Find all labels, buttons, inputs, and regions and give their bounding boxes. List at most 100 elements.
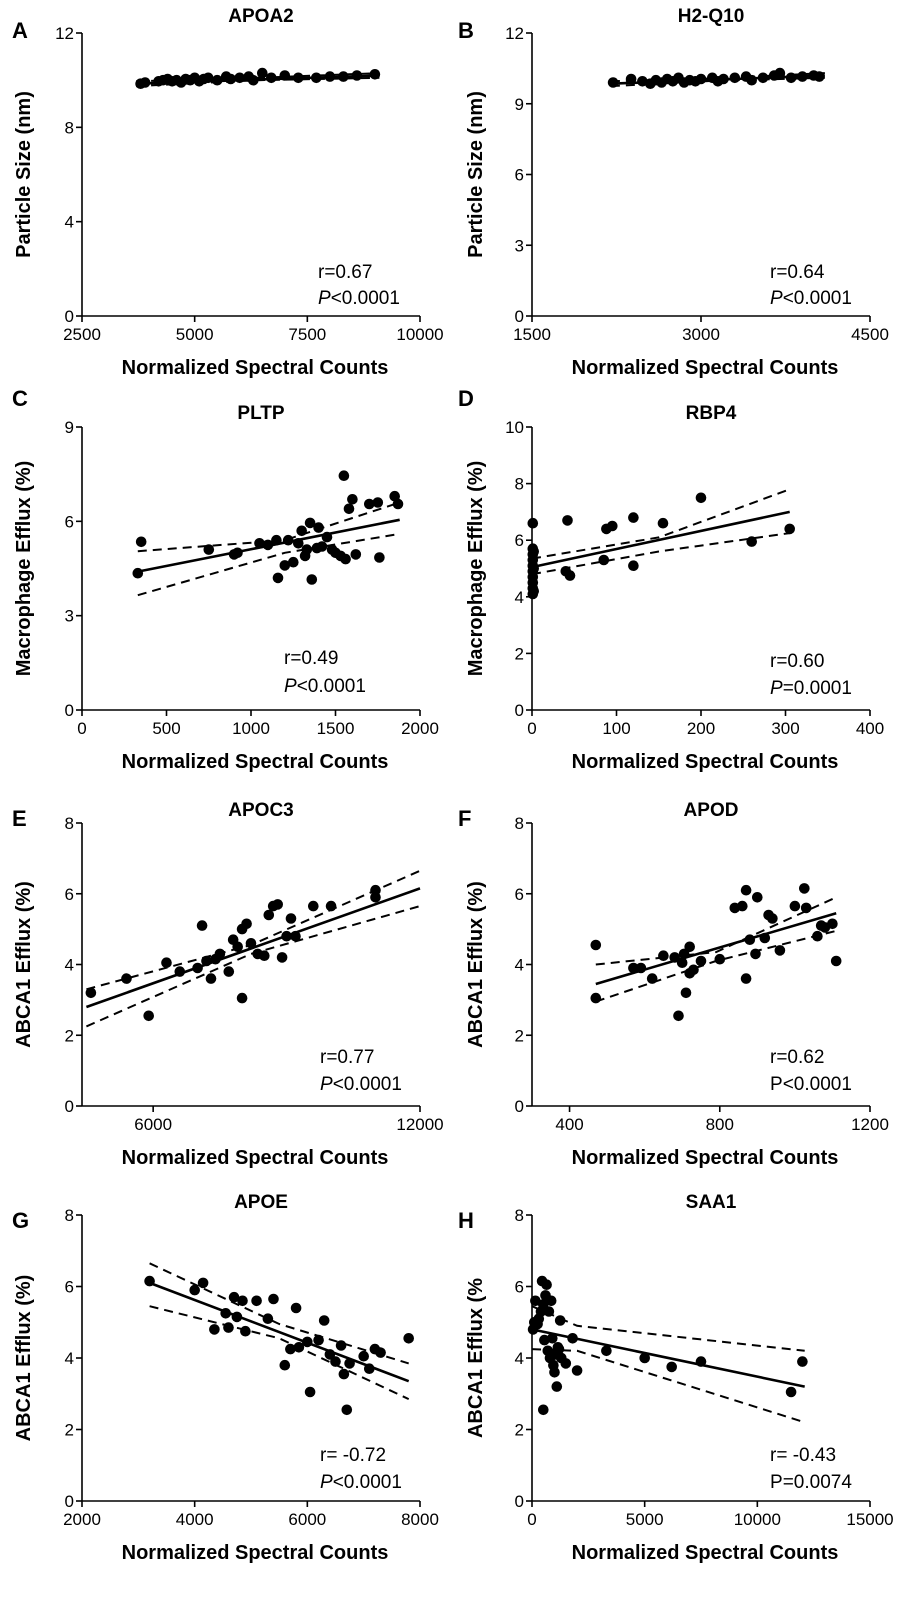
data-point [344,1358,355,1369]
data-point [639,1352,650,1364]
data-point [567,1333,578,1344]
panel-letter: A [12,18,28,43]
data-point [232,941,243,953]
data-point [554,1315,566,1326]
y-axis-label: ABCA1 Efflux (%) [13,881,35,1048]
data-point [737,900,748,912]
data-point [144,1275,155,1287]
p-value-number: <0.0001 [333,1074,402,1095]
data-point [321,531,333,543]
x-tick-label: 100 [602,719,630,738]
data-point [718,73,729,85]
y-tick-label: 8 [515,1206,524,1225]
data-point [325,900,337,912]
data-point [403,1333,415,1344]
data-point [281,930,292,942]
chart-title: H2-Q10 [678,6,745,27]
y-tick-label: 0 [65,307,74,326]
p-value-number: <0.0001 [333,1472,402,1493]
y-tick-label: 4 [65,1349,74,1368]
p-symbol: P [320,1472,333,1493]
y-tick-label: 4 [515,588,524,607]
y-tick-label: 0 [515,701,524,720]
data-point [245,938,257,949]
data-point [341,1404,353,1416]
data-point [135,536,147,548]
x-axis-label: Normalized Spectral Counts [122,1147,389,1169]
panel-g: G APOE 0 2 4 6 8 2000 4000 6000 8000 Normalized Spe… [12,1192,439,1564]
data-point [560,1358,572,1369]
chart-title: APOC3 [228,800,293,821]
data-point [228,1291,240,1303]
y-tick-label: 4 [65,956,74,975]
x-tick-label: 1500 [513,325,551,344]
x-axis-label: Normalized Spectral Counts [572,1542,839,1564]
y-tick-label: 0 [65,701,74,720]
data-point [313,522,324,533]
data-point [785,72,797,84]
data-point [543,1306,555,1317]
data-point [562,515,573,526]
data-point [338,470,350,482]
y-tick-label: 0 [515,307,524,326]
data-point [304,517,316,529]
data-point [800,902,812,914]
correlation-r: r= -0.43 [770,1445,836,1466]
data-point [85,987,97,999]
data-point [279,560,291,571]
y-tick-label: 2 [65,1026,74,1045]
data-point [372,497,384,508]
data-point [237,1295,248,1307]
panel-letter: H [458,1208,474,1233]
x-tick-label: 4500 [851,325,889,344]
data-point [549,1367,560,1378]
y-axis-label: Macrophage Efflux (%) [465,461,487,677]
data-point [553,1343,565,1355]
ci-lower-line [137,532,400,597]
y-tick-label: 3 [65,607,74,626]
data-point [814,71,825,82]
x-axis-label: Normalized Spectral Counts [572,1147,839,1169]
y-tick-label: 0 [515,1492,524,1511]
y-tick-label: 6 [65,885,74,904]
p-value: P<0.0001 [770,1074,852,1095]
data-point [750,948,761,960]
data-point [232,547,243,559]
data-point [282,534,294,546]
p-value-number: <0.0001 [783,288,852,309]
data-point [657,517,669,529]
data-point [658,950,669,961]
x-tick-label: 15000 [846,1510,893,1529]
y-tick-label: 0 [65,1492,74,1511]
y-tick-label: 8 [515,475,524,494]
x-tick-label: 0 [527,719,536,738]
x-tick-label: 12000 [396,1115,443,1134]
data-point [330,1356,341,1367]
data-point [530,1295,541,1307]
data-point [695,955,707,967]
x-tick-label: 10000 [396,325,443,344]
data-point [680,987,692,999]
data-point [827,918,838,930]
p-symbol: P [318,288,331,309]
ci-upper-line [86,869,421,991]
data-point [746,536,757,547]
p-value-number: <0.0001 [331,288,400,309]
x-tick-label: 4000 [176,1510,214,1529]
x-tick-label: 1000 [232,719,270,738]
regression-line [531,510,790,569]
data-point [545,1295,557,1307]
data-point [197,1277,209,1289]
correlation-r: r= -0.72 [320,1445,386,1466]
p-value-number: <0.0001 [783,1074,852,1095]
data-point [767,913,778,924]
data-point [646,973,658,984]
p-symbol: P [770,678,783,699]
y-tick-label: 6 [515,885,524,904]
data-point [271,534,282,546]
data-point [547,1333,558,1344]
data-point [350,549,362,560]
data-point [528,585,539,597]
data-point [375,1347,386,1358]
data-point [539,1334,550,1346]
